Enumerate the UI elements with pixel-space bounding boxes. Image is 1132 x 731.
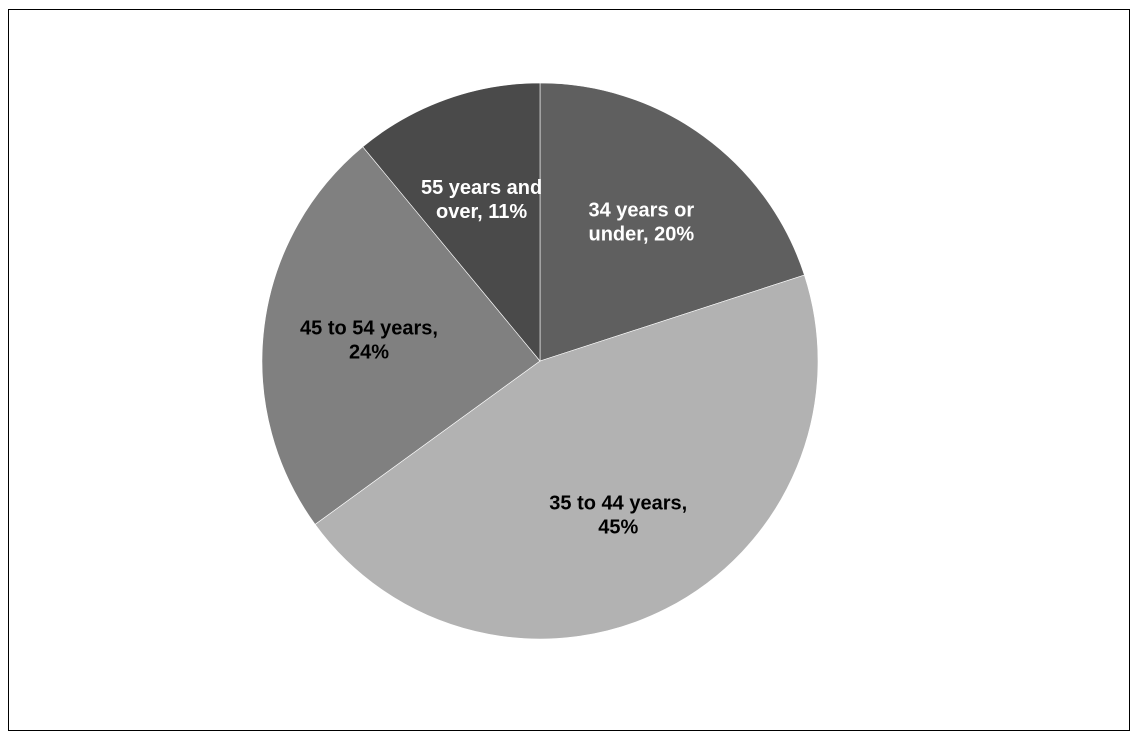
slice-label-line: 45 to 54 years,	[300, 317, 438, 339]
pie-slice	[261, 146, 541, 525]
pie-slice	[314, 274, 819, 640]
slice-label-line: 35 to 44 years,	[549, 493, 687, 515]
slice-label-line: 34 years or	[588, 200, 694, 222]
slice-label: 34 years or under, 20%	[588, 200, 694, 246]
slice-label-line: over, 11%	[436, 201, 527, 223]
slice-label-line: under, 20%	[589, 224, 695, 246]
pie-slice	[539, 82, 805, 362]
slice-label: 45 to 54 years, 24%	[300, 317, 438, 363]
slice-label: 55 years and over, 11%	[421, 177, 542, 223]
slice-label-line: 45%	[598, 517, 638, 539]
slice-labels: 34 years or under, 20%35 to 44 years, 45%4…	[300, 177, 694, 539]
slice-label-line: 55 years and	[421, 177, 542, 199]
slice-label-line: 24%	[349, 341, 389, 363]
slice-label: 35 to 44 years, 45%	[549, 493, 687, 539]
pie-slice	[362, 82, 541, 362]
